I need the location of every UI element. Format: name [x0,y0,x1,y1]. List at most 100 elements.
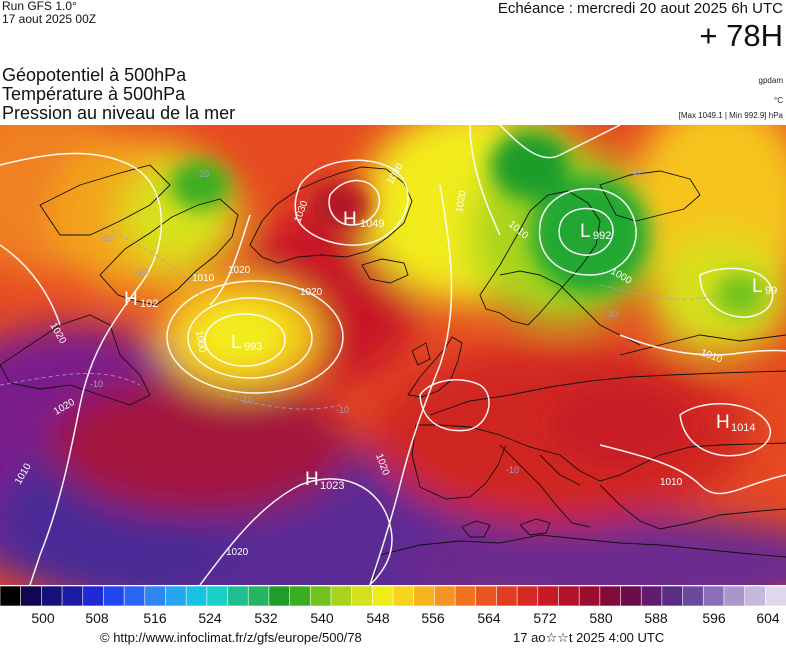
colorbar-tick: 500 [31,610,55,626]
run-date: 17 aout 2025 00Z [2,12,97,26]
temperature-label: -20 [630,167,643,177]
generated-time: 17 ao☆☆t 2025 4:00 UTC [513,630,665,645]
isobar-label: 1020 [228,265,251,276]
pressure-center-value: 102 [140,298,158,310]
colorbar-swatch [702,586,725,606]
colorbar-swatch [723,586,746,606]
high-pressure-center: H 102 [124,289,158,310]
isobar-label: 1000 [193,330,208,354]
colorbar-tick: 532 [254,610,278,626]
colorbar-swatch [682,586,705,606]
temperature-label: -20 [605,309,618,319]
low-pressure-center: L 993 [231,332,262,353]
colorbar-tick: 604 [756,610,780,626]
source-url: © http://www.infoclimat.fr/z/gfs/europe/… [100,630,362,645]
pressure-extremes: [Max 1049.1 | Min 992.9] hPa [678,111,783,120]
colorbar-swatch [640,586,663,606]
pressure-center-value: 1014 [731,422,755,434]
colorbar-swatch [372,586,394,606]
temperature-label: -20 [135,267,148,277]
title-geopotential: Géopotentiel à 500hPa [2,65,187,85]
pressure-center-value: 1049 [360,218,384,230]
colorbar-swatch [103,586,125,606]
colorbar-swatch [413,586,436,606]
temperature-label: -20 [196,169,209,179]
temperature-label: -10 [336,405,349,415]
colorbar-swatch [537,586,560,606]
colorbar-swatch [0,586,22,606]
colorbar-swatch [475,586,498,606]
colorbar-swatch [578,586,601,606]
high-pressure-center: H 1023 [305,469,344,492]
colorbar-tick: 524 [198,610,222,626]
colorbar-swatch [599,586,622,606]
colorbar-tick: 516 [143,610,167,626]
pressure-center-letter: L [231,332,242,353]
colorbar-swatch [268,586,291,606]
temperature-isolines [0,224,721,410]
isobar-label: 1020 [300,287,323,298]
title-temperature: Température à 500hPa [2,84,186,104]
isobars [0,125,786,585]
colorbar-swatch [620,586,643,606]
temperature-label: -10 [506,465,519,475]
colorbar-swatch [61,586,84,606]
isobar-label: 1020 [226,547,249,558]
colorbar-swatch [351,586,374,606]
colorbar-swatch [123,586,146,606]
colorbar-tick: 556 [421,610,445,626]
title-pressure: Pression au niveau de la mer [2,103,236,123]
high-pressure-center: H 1014 [716,412,755,434]
temperature-value-labels: -20 -20 -20 -20 -10 -10 -10 -10 -20 [90,167,643,475]
temperature-label: -10 [90,379,103,389]
pressure-center-value: 993 [244,341,262,353]
colorbar-swatch [454,586,477,606]
pressure-center-value: 992 [593,230,611,242]
colorbar-swatch [765,586,786,606]
pressure-center-letter: L [752,276,763,297]
colorbar-swatch [82,586,105,606]
colorbar-swatch [744,586,767,606]
colorbar-swatch [516,586,539,606]
colorbar-tick: 508 [85,610,109,626]
low-pressure-center: L 99 [752,276,777,297]
high-pressure-center: H 1049 [343,209,384,230]
pressure-center-value: 1023 [320,480,344,492]
isobar-label: 1010 [660,477,683,488]
pressure-center-letter: H [305,469,319,490]
isobar-label: 1020 [454,189,469,213]
colorbar-swatch [434,586,456,606]
colorbar-swatch [20,586,43,606]
colorbar-swatch [247,586,270,606]
pressure-center-labels: H 1049 H 102 L 993 L 992 L 99 H 1023 H 1… [124,209,777,492]
low-pressure-center: L 992 [580,221,611,242]
colorbar-tick: 564 [477,610,501,626]
weather-map: H 1049 H 102 L 993 L 992 L 99 H 1023 H 1… [0,125,786,585]
pressure-center-letter: H [124,289,138,310]
colorbar-tick: 548 [366,610,390,626]
colorbar-swatch [496,586,519,606]
colorbar-swatch [185,586,208,606]
forecast-valid-time: Echéance : mercredi 20 aout 2025 6h UTC [497,0,783,17]
pressure-center-letter: H [716,412,730,433]
colorbar-swatch [330,586,353,606]
coastlines [0,164,786,585]
colorbar-swatch [661,586,684,606]
colorbar-swatch [144,586,167,606]
colorbar-swatch [227,586,250,606]
temperature-label: -20 [100,233,113,243]
geopotential-unit: gpdam [758,76,783,85]
colorbar-tick: 572 [533,610,557,626]
colorbar [0,586,786,606]
pressure-center-value: 99 [765,285,777,297]
colorbar-tick: 540 [310,610,334,626]
temperature-label: -10 [240,395,253,405]
colorbar-swatch [165,586,188,606]
colorbar-swatch [206,586,229,606]
isobar-label: 1010 [192,273,215,284]
forecast-hour: + 78H [699,18,783,53]
temperature-unit: °C [774,96,783,105]
pressure-center-letter: H [343,209,357,230]
colorbar-swatch [558,586,581,606]
colorbar-swatch [41,586,63,606]
